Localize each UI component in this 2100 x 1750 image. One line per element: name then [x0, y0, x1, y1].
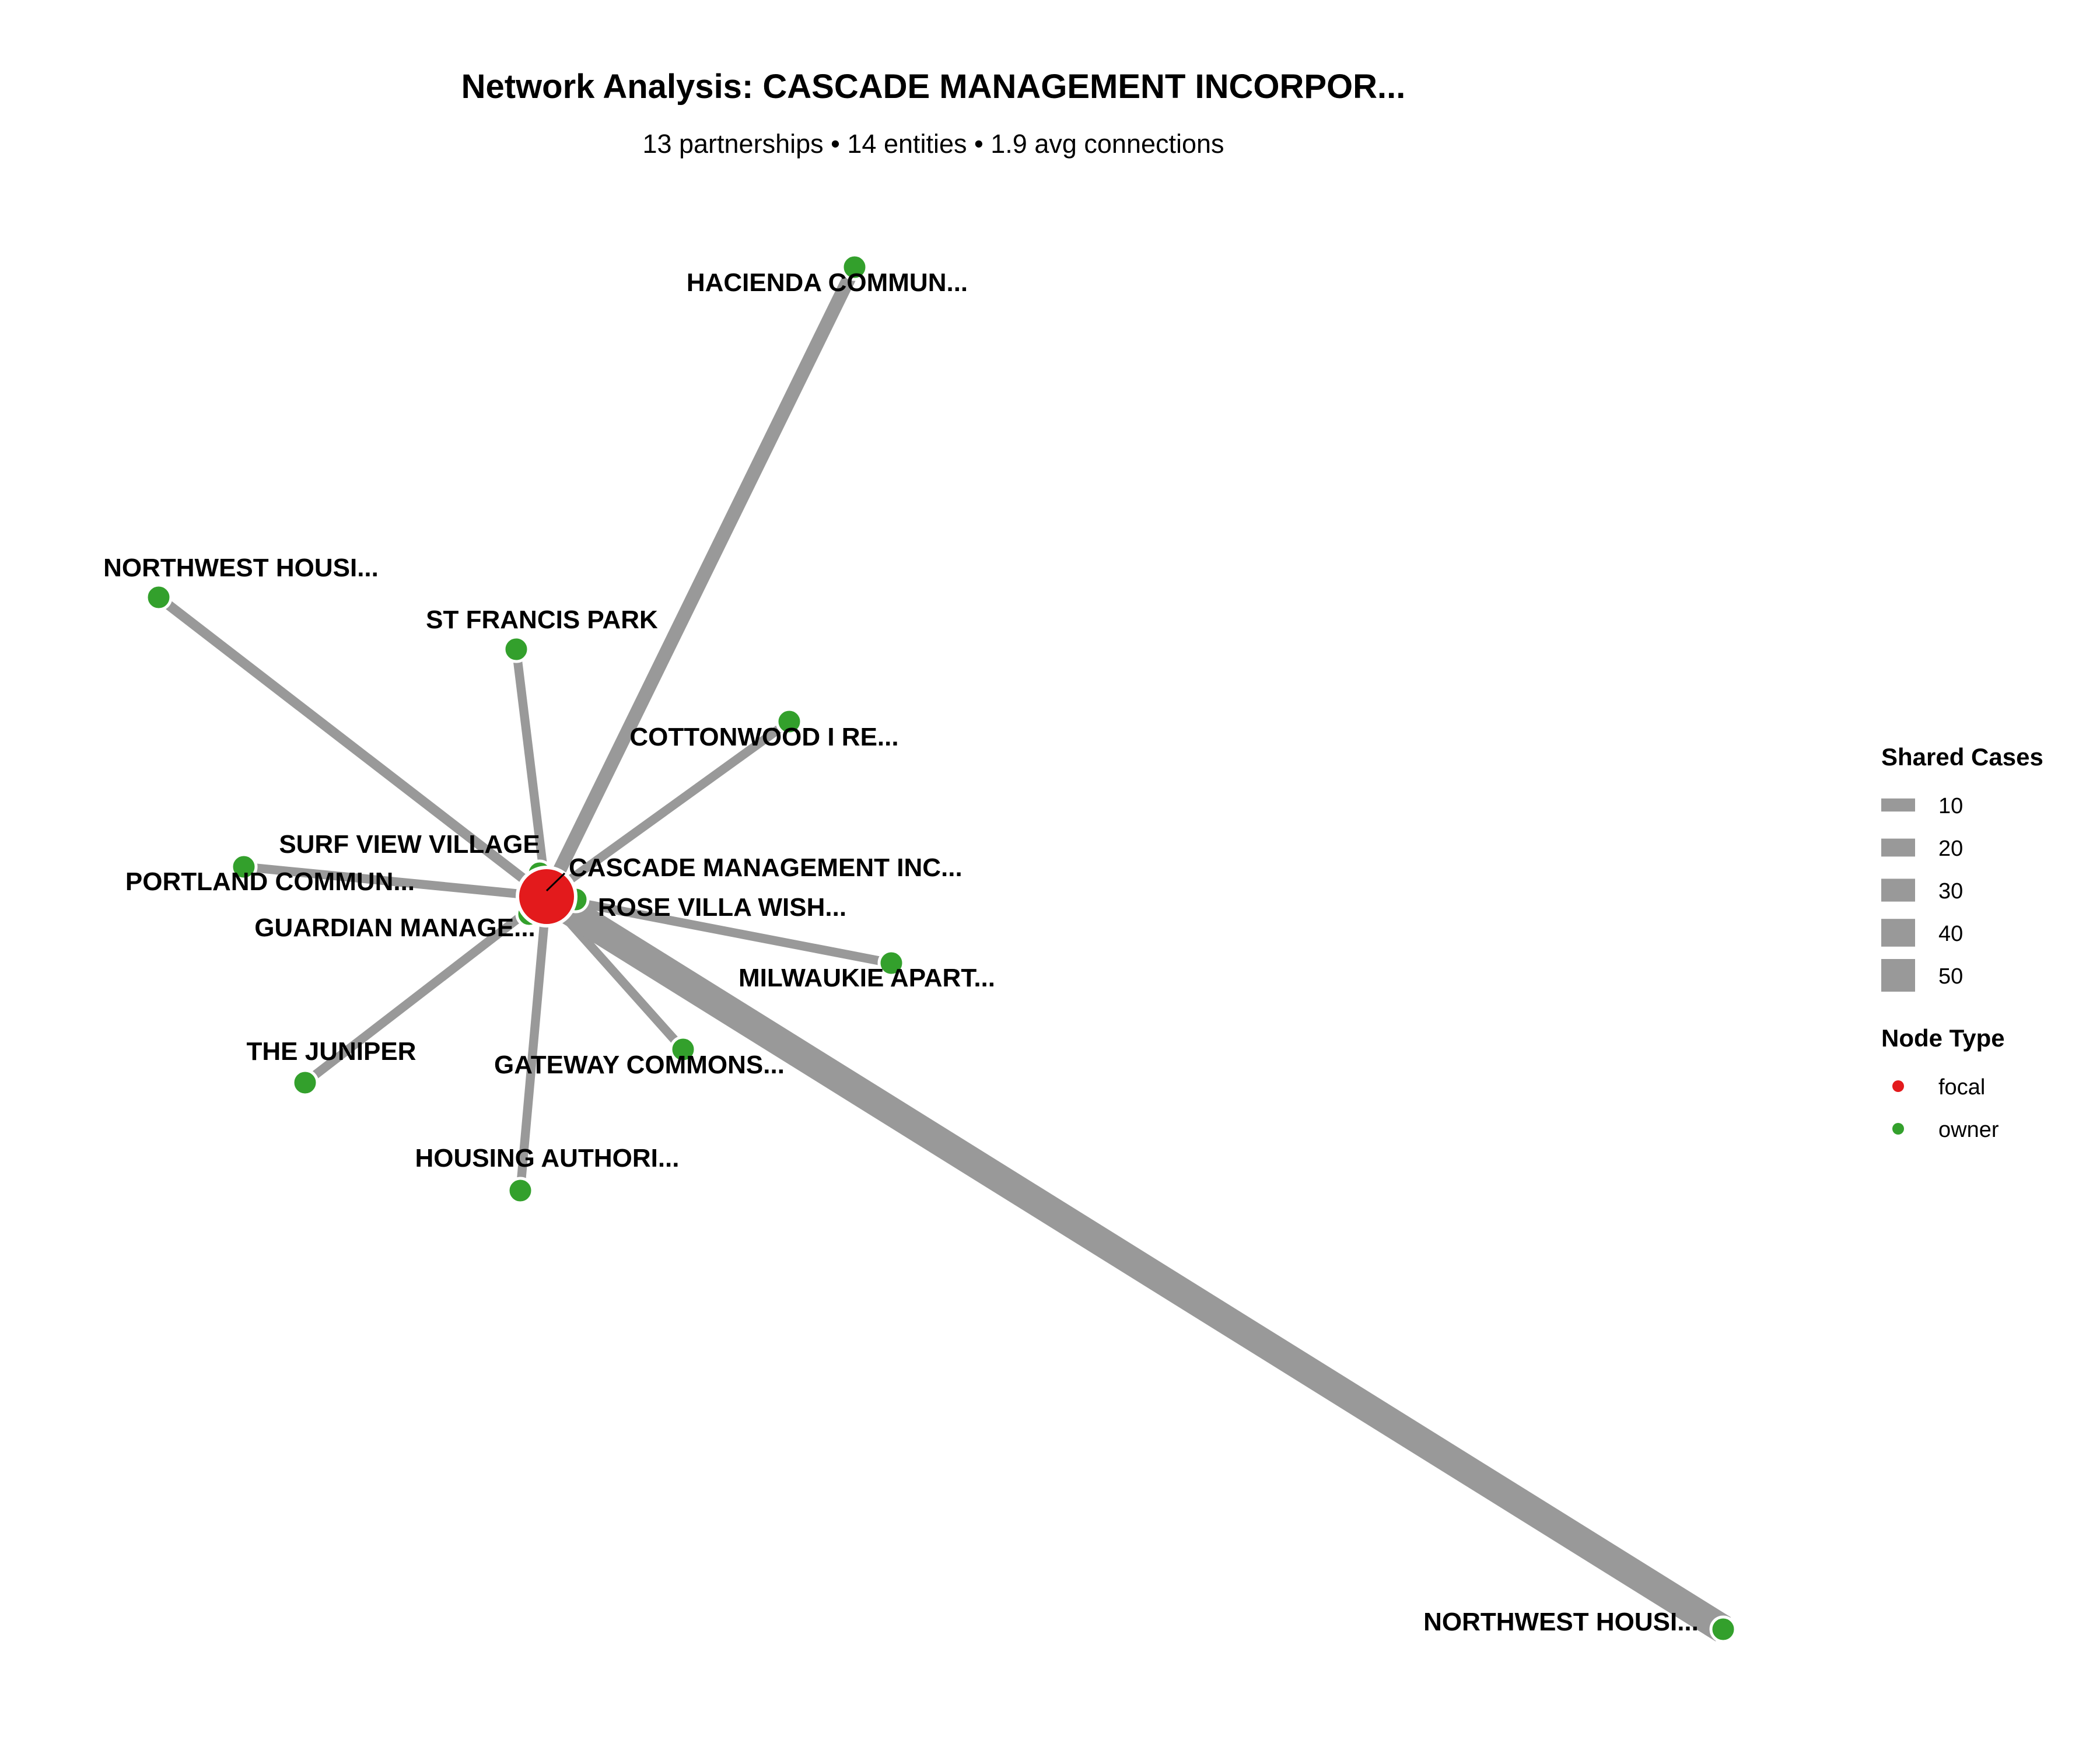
edge-northwest2	[539, 884, 1731, 1642]
legend-edge-swatch	[1881, 959, 1915, 992]
edge-hacienda	[540, 264, 861, 900]
label-layer: HACIENDA COMMUN... NORTHWEST HOUSI... ST F…	[103, 268, 1699, 1636]
edge-northwest1	[155, 593, 550, 901]
node-label-northwest2: NORTHWEST HOUSI...	[1423, 1608, 1699, 1636]
legend-node-swatch	[1892, 1123, 1904, 1135]
node-cottonwood[interactable]	[775, 708, 803, 736]
focal-label-leader	[545, 872, 566, 892]
node-hacienda[interactable]	[841, 253, 869, 281]
node-label-juniper: THE JUNIPER	[247, 1037, 416, 1066]
legend-shared-cases-title: Shared Cases	[1881, 743, 2043, 771]
legend-edge-item-50: 50	[1881, 959, 1963, 992]
node-label-hacienda: HACIENDA COMMUN...	[687, 268, 968, 297]
edge-housingauth	[516, 896, 551, 1191]
node-layer	[145, 253, 1737, 1643]
chart-title: Network Analysis: CASCADE MANAGEMENT INC…	[461, 68, 1406, 106]
edge-milwaukie	[545, 892, 892, 968]
legend-edge-swatch	[1881, 919, 1915, 947]
legend-edge-item-30: 30	[1881, 878, 1963, 904]
node-label-stfrancis: ST FRANCIS PARK	[426, 606, 658, 634]
node-label-rosevilla: ROSE VILLA WISH...	[598, 893, 846, 922]
node-label-housingauth: HOUSING AUTHORI...	[415, 1144, 679, 1172]
legend-edge-swatch	[1881, 878, 1915, 902]
edge-stfrancis	[512, 649, 551, 897]
legend-edge-swatch	[1881, 798, 1915, 812]
node-portland[interactable]	[230, 853, 258, 881]
node-juniper[interactable]	[291, 1069, 319, 1097]
legend-node-swatch	[1892, 1080, 1904, 1092]
legend-edge-label: 40	[1938, 922, 1963, 946]
edge-portland	[243, 862, 547, 901]
legend-node-item-focal: focal	[1892, 1075, 1985, 1100]
legend-shared-cases: Shared Cases 10 20 30 40 50	[1881, 743, 2043, 992]
legend-edge-item-20: 20	[1881, 836, 1963, 861]
chart-subtitle: 13 partnerships • 14 entities • 1.9 avg …	[642, 129, 1224, 159]
node-northwest1[interactable]	[145, 583, 173, 611]
node-milwaukie[interactable]	[877, 949, 905, 977]
node-gateway[interactable]	[669, 1035, 697, 1063]
node-label-portland: PORTLAND COMMUN...	[125, 867, 415, 896]
node-label-gateway: GATEWAY COMMONS...	[494, 1051, 785, 1079]
node-label-guardian: GUARDIAN MANAGE...	[254, 914, 536, 942]
legend-edge-label: 10	[1938, 794, 1963, 818]
legend-node-item-owner: owner	[1892, 1118, 1999, 1142]
legend-edge-label: 20	[1938, 836, 1963, 861]
legend-edge-label: 30	[1938, 879, 1963, 904]
node-label-cottonwood: COTTONWOOD I RE...	[629, 723, 898, 751]
node-northwest2[interactable]	[1709, 1615, 1737, 1643]
node-label-milwaukie: MILWAUKIE APART...	[738, 964, 995, 992]
node-housingauth[interactable]	[506, 1177, 534, 1205]
legend-node-type-title: Node Type	[1881, 1024, 2005, 1052]
legend-node-label: focal	[1938, 1075, 1985, 1100]
node-label-surfview: SURF VIEW VILLAGE	[279, 830, 540, 859]
edge-juniper	[302, 892, 550, 1087]
node-label-northwest1: NORTHWEST HOUSI...	[103, 554, 379, 582]
node-cascade[interactable]	[516, 866, 578, 928]
node-label-cascade: CASCADE MANAGEMENT INC...	[569, 853, 963, 882]
legend-node-type: Node Type focal owner	[1881, 1024, 2005, 1142]
edge-layer	[155, 264, 1731, 1642]
legend-edge-item-10: 10	[1881, 794, 1963, 818]
legend-edge-swatch	[1881, 838, 1915, 857]
node-stfrancis[interactable]	[502, 635, 530, 663]
legend-edge-item-40: 40	[1881, 919, 1963, 947]
edge-cottonwood	[544, 718, 792, 901]
legend-edge-label: 50	[1938, 964, 1963, 989]
legend-node-label: owner	[1938, 1118, 1999, 1142]
